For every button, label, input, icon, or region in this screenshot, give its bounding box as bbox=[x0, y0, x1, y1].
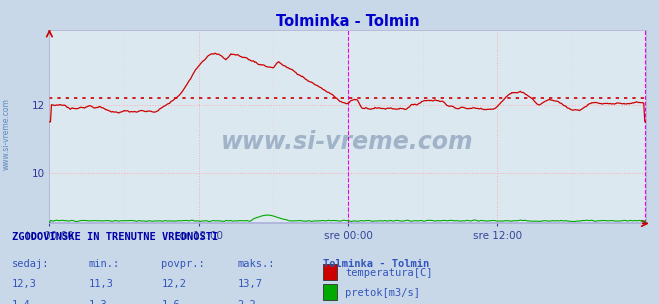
Text: www.si-vreme.com: www.si-vreme.com bbox=[2, 98, 11, 170]
Text: www.si-vreme.com: www.si-vreme.com bbox=[221, 130, 474, 154]
Text: 1,4: 1,4 bbox=[12, 299, 30, 304]
Bar bbox=[323, 264, 337, 280]
Text: 2,2: 2,2 bbox=[237, 299, 256, 304]
Text: maks.:: maks.: bbox=[237, 259, 275, 269]
Text: 13,7: 13,7 bbox=[237, 279, 262, 289]
Text: sedaj:: sedaj: bbox=[12, 259, 49, 269]
Text: pretok[m3/s]: pretok[m3/s] bbox=[345, 288, 420, 298]
Text: temperatura[C]: temperatura[C] bbox=[345, 268, 433, 278]
Text: 12,3: 12,3 bbox=[12, 279, 37, 289]
Title: Tolminka - Tolmin: Tolminka - Tolmin bbox=[276, 14, 419, 29]
Text: 1,3: 1,3 bbox=[89, 299, 107, 304]
Text: 11,3: 11,3 bbox=[89, 279, 114, 289]
Text: min.:: min.: bbox=[89, 259, 120, 269]
Text: 12,2: 12,2 bbox=[161, 279, 186, 289]
Text: ZGODOVINSKE IN TRENUTNE VREDNOSTI: ZGODOVINSKE IN TRENUTNE VREDNOSTI bbox=[12, 232, 218, 242]
Bar bbox=[323, 284, 337, 300]
Text: 1,6: 1,6 bbox=[161, 299, 180, 304]
Text: Tolminka - Tolmin: Tolminka - Tolmin bbox=[323, 259, 429, 269]
Text: povpr.:: povpr.: bbox=[161, 259, 205, 269]
